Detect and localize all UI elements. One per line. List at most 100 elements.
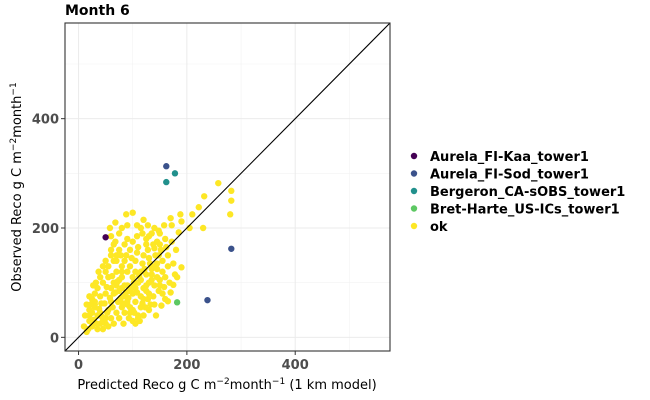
data-point	[120, 320, 127, 327]
data-point	[136, 317, 143, 325]
legend-label: Bergeron_CA-sOBS_tower1	[430, 185, 625, 200]
data-point	[126, 246, 134, 254]
data-point	[141, 304, 149, 311]
data-point	[158, 302, 165, 309]
data-point	[164, 252, 172, 259]
data-point	[91, 290, 98, 297]
data-point	[195, 204, 202, 211]
data-point	[133, 233, 141, 240]
data-point	[126, 263, 134, 270]
data-point	[215, 179, 222, 187]
data-point	[140, 216, 147, 223]
data-point	[143, 235, 150, 243]
data-point	[134, 243, 142, 251]
data-point	[87, 301, 94, 308]
data-point	[139, 260, 146, 267]
data-point	[118, 224, 126, 232]
data-point	[167, 289, 174, 296]
data-point	[112, 238, 119, 245]
data-point	[115, 246, 123, 254]
data-point	[123, 252, 130, 259]
data-point	[166, 279, 173, 286]
data-point	[121, 257, 128, 264]
data-point	[143, 271, 150, 278]
x-axis-title-mid: month	[230, 378, 272, 393]
data-point	[107, 246, 115, 254]
data-point	[173, 299, 181, 306]
x-axis-title-sup2: −1	[272, 377, 285, 387]
x-axis-title-sup1: −2	[216, 377, 229, 387]
data-point	[156, 241, 163, 248]
data-point	[114, 278, 121, 285]
data-point	[144, 295, 152, 303]
data-point	[92, 279, 100, 286]
data-point	[168, 222, 175, 229]
data-point	[86, 293, 93, 300]
data-point	[94, 325, 101, 333]
data-point	[118, 268, 126, 275]
data-point	[118, 274, 126, 281]
data-point	[162, 295, 169, 303]
data-point	[118, 263, 126, 270]
legend-key	[410, 152, 418, 160]
data-point	[131, 309, 138, 316]
legend-label: Aurela_FI-Sod_tower1	[430, 168, 589, 183]
data-point	[86, 312, 93, 319]
data-point	[102, 257, 109, 264]
data-point	[113, 268, 120, 275]
data-point	[107, 233, 115, 240]
data-point	[128, 254, 135, 262]
legend: Aurela_FI-Kaa_tower1 Aurela_FI-Sod_tower1…	[410, 150, 625, 235]
data-point	[126, 304, 134, 311]
legend-key	[410, 187, 418, 195]
legend-label: Bret-Harte_US-ICs_tower1	[430, 203, 620, 218]
data-point	[228, 187, 235, 195]
data-point	[112, 289, 119, 296]
data-point	[151, 282, 158, 289]
y-axis-title-sup1: −2	[9, 138, 19, 151]
data-point	[163, 163, 170, 170]
data-point	[162, 235, 169, 243]
data-point	[164, 263, 172, 270]
data-point	[125, 294, 132, 302]
data-point	[152, 312, 160, 319]
legend-key	[410, 222, 418, 230]
legend-label: ok	[430, 220, 448, 235]
x-tick-label: 400	[282, 358, 309, 373]
data-point	[105, 263, 112, 270]
x-axis-title: Predicted Reco g C m−2month−1 (1 km mode…	[77, 377, 376, 393]
identity-line	[64, 22, 391, 352]
data-point	[152, 252, 159, 259]
data-point	[133, 249, 141, 256]
data-point	[170, 260, 177, 267]
data-point	[160, 283, 168, 291]
y-axis-title-mid: month	[10, 96, 25, 138]
data-point	[119, 300, 127, 307]
data-point	[147, 301, 154, 308]
data-point	[107, 252, 115, 259]
data-point	[124, 235, 131, 243]
data-point	[115, 315, 123, 322]
data-point	[199, 224, 207, 232]
data-point	[141, 265, 148, 273]
data-point	[121, 309, 128, 316]
x-axis-title-pre: Predicted Reco g C m	[77, 378, 216, 393]
data-point	[189, 211, 196, 218]
data-point	[106, 294, 114, 302]
data-point	[102, 268, 109, 275]
data-point	[99, 279, 107, 286]
data-point	[228, 245, 235, 252]
data-point	[150, 293, 157, 300]
data-point	[204, 296, 211, 304]
data-point	[97, 293, 104, 300]
data-point	[110, 320, 117, 327]
data-point	[107, 315, 115, 322]
grid	[65, 23, 390, 351]
data-point	[130, 279, 137, 286]
data-point	[148, 276, 155, 284]
data-point	[106, 224, 114, 232]
data-point	[143, 241, 150, 248]
data-point	[123, 289, 130, 296]
data-point	[129, 238, 136, 245]
